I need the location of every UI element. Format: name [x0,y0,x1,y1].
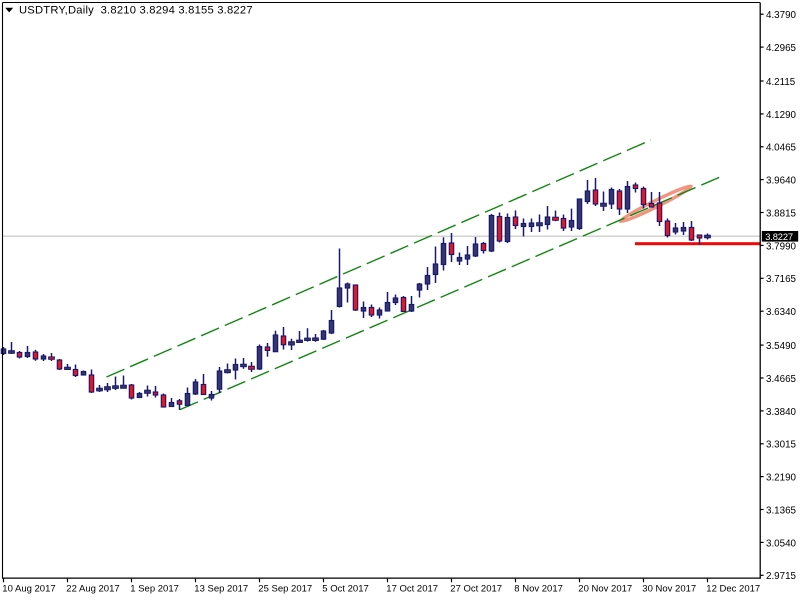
svg-text:4.2965: 4.2965 [766,43,797,54]
svg-text:12 Dec 2017: 12 Dec 2017 [706,583,760,594]
svg-text:25 Sep 2017: 25 Sep 2017 [258,583,312,594]
svg-text:4.0465: 4.0465 [766,143,797,154]
svg-text:USDTRY,Daily 3.8210 3.8294 3.: USDTRY,Daily 3.8210 3.8294 3.8155 3.8227 [19,5,253,17]
svg-text:3.0540: 3.0540 [766,538,797,549]
svg-text:5 Oct 2017: 5 Oct 2017 [322,583,368,594]
svg-text:3.7165: 3.7165 [766,274,797,285]
svg-text:3.3840: 3.3840 [766,407,797,418]
svg-text:20 Nov 2017: 20 Nov 2017 [578,583,632,594]
svg-text:22 Aug 2017: 22 Aug 2017 [66,583,119,594]
svg-text:30 Nov 2017: 30 Nov 2017 [642,583,696,594]
svg-text:3.9640: 3.9640 [766,176,797,187]
svg-text:3.4665: 3.4665 [766,374,797,385]
svg-text:3.1365: 3.1365 [766,505,797,516]
svg-text:3.5490: 3.5490 [766,341,797,352]
svg-text:2.9715: 2.9715 [766,571,797,582]
svg-text:27 Oct 2017: 27 Oct 2017 [450,583,502,594]
svg-text:3.7990: 3.7990 [766,241,797,252]
svg-text:17 Oct 2017: 17 Oct 2017 [386,583,438,594]
svg-text:3.8227: 3.8227 [765,231,793,242]
svg-text:13 Sep 2017: 13 Sep 2017 [194,583,248,594]
svg-text:3.3015: 3.3015 [766,440,797,451]
svg-text:8 Nov 2017: 8 Nov 2017 [514,583,563,594]
svg-text:4.1290: 4.1290 [766,110,797,121]
svg-text:4.2115: 4.2115 [766,77,796,88]
svg-text:4.3790: 4.3790 [766,10,797,21]
svg-text:3.2190: 3.2190 [766,473,797,484]
svg-text:1 Sep 2017: 1 Sep 2017 [130,583,179,594]
svg-text:3.8815: 3.8815 [766,208,797,219]
svg-text:3.6340: 3.6340 [766,307,797,318]
svg-text:10 Aug 2017: 10 Aug 2017 [2,583,55,594]
